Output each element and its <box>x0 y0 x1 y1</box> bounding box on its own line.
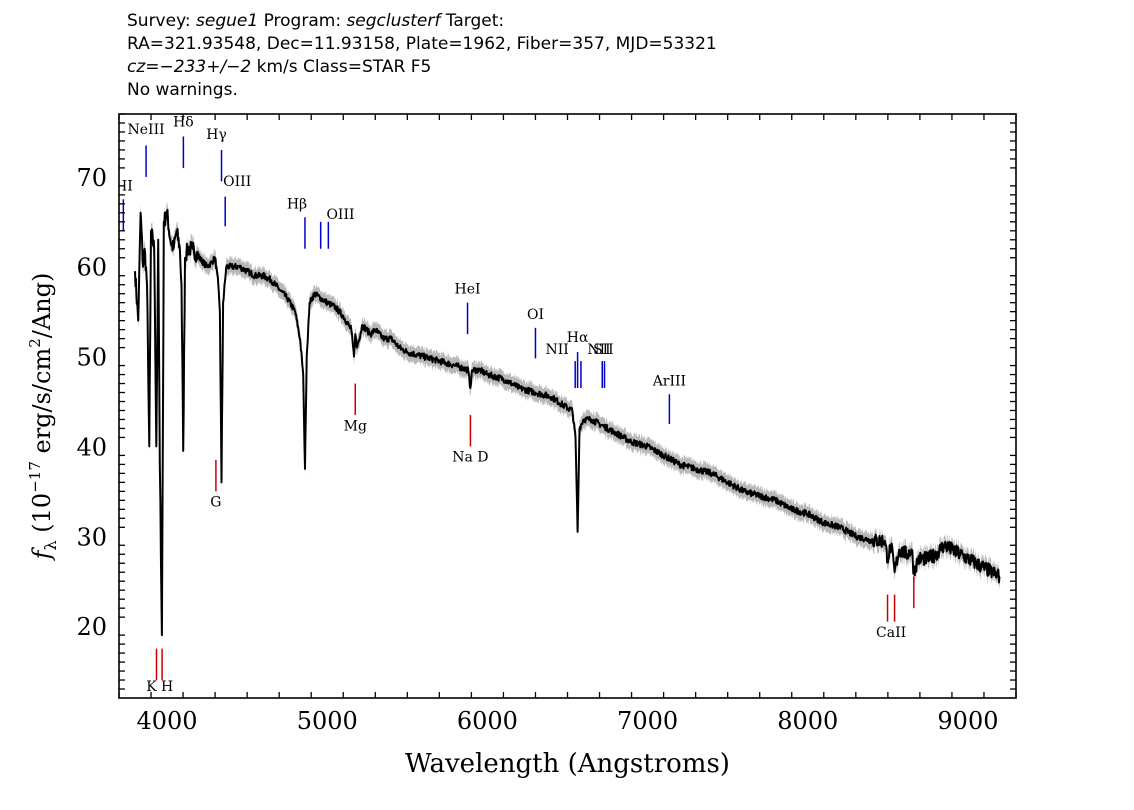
y-axis-label: fλ (10−17 erg/s/cm2/Ang) <box>26 273 60 562</box>
redshift-value: cz=−233+/−2 <box>127 57 252 77</box>
line-label-h: H <box>161 679 173 695</box>
program-name: segclusterf <box>346 11 441 31</box>
x-tick-label: 5000 <box>297 707 358 735</box>
line-label-hα: Hα <box>567 330 589 346</box>
y-tick-label: 40 <box>76 433 107 461</box>
line-label-neiii: NeIII <box>128 122 165 138</box>
line-label-hβ: Hβ <box>287 196 307 212</box>
class-text: km/s Class=STAR F5 <box>251 57 432 77</box>
line-label-nii: NII <box>587 342 610 358</box>
x-tick-label: 8000 <box>777 707 838 735</box>
y-tick-label: 70 <box>76 164 107 192</box>
line-label-na-d: Na D <box>452 450 488 466</box>
line-label-oiii: OIII <box>223 174 251 190</box>
line-label-g: G <box>210 495 221 511</box>
survey-name: segue1 <box>196 11 259 31</box>
spectrum-header: Survey: segue1 Program: segclusterf Targ… <box>127 10 1117 102</box>
line-label-sii: SII <box>593 342 614 358</box>
line-label-k: K <box>146 679 157 695</box>
line-label-hγ: Hγ <box>206 127 227 143</box>
line-label-ii: II <box>122 178 133 194</box>
y-tick-label: 30 <box>76 523 107 551</box>
x-tick-label: 4000 <box>137 707 198 735</box>
y-tick-label: 20 <box>76 613 107 641</box>
line-label-oiii: OIII <box>326 207 354 223</box>
line-label-mg: Mg <box>344 418 367 434</box>
line-label-hδ: Hδ <box>173 115 194 131</box>
x-axis-label: Wavelength (Angstroms) <box>405 749 730 779</box>
header-line-redshift: cz=−233+/−2 km/s Class=STAR F5 <box>127 56 1117 79</box>
spectrum-line <box>134 208 1001 637</box>
line-label-hei: HeI <box>454 282 480 298</box>
header-line-survey: Survey: segue1 Program: segclusterf Targ… <box>127 11 505 31</box>
line-label-nii: NII <box>546 342 569 358</box>
y-tick-label: 50 <box>76 344 107 372</box>
header-line-coordinates: RA=321.93548, Dec=11.93158, Plate=1962, … <box>127 34 717 54</box>
x-tick-label: 6000 <box>457 707 518 735</box>
line-label-ariii: ArIII <box>652 373 686 389</box>
y-tick-label: 60 <box>76 254 107 282</box>
x-tick-label: 9000 <box>937 707 998 735</box>
line-label-oi: OI <box>527 307 544 323</box>
line-label-caii: CaII <box>876 625 906 641</box>
x-tick-label: 7000 <box>617 707 678 735</box>
header-line-warnings: No warnings. <box>127 80 238 100</box>
spectrum-error-band <box>135 201 1000 644</box>
